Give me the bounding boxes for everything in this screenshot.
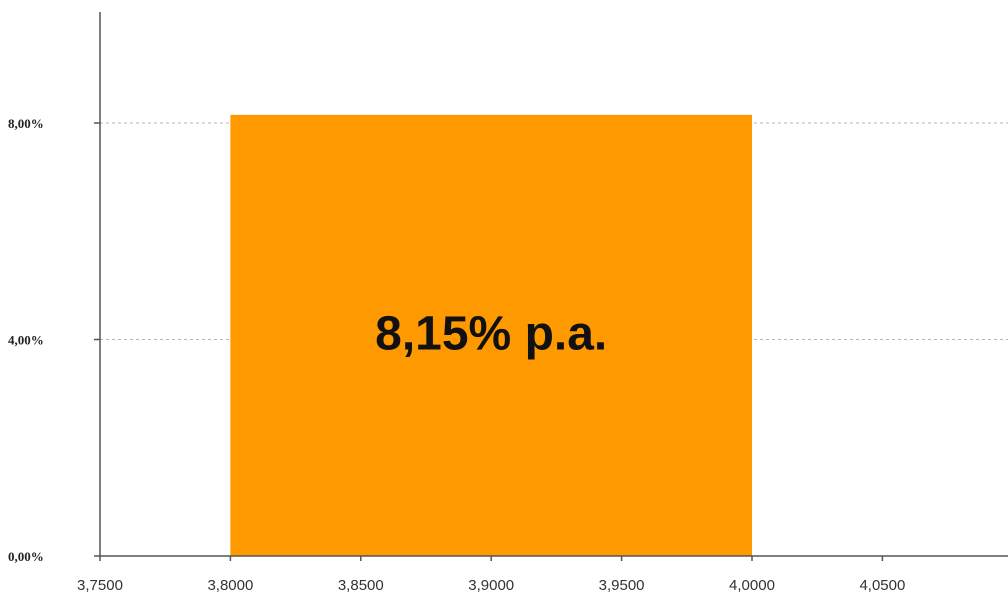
data-labels: 8,15% p.a. [375, 308, 607, 361]
axes [94, 12, 1008, 561]
bars [230, 114, 752, 556]
y-tick-label: 0,00% [8, 549, 44, 564]
x-tick-label: 3,8000 [207, 577, 253, 594]
x-tick-labels: 3,7500 3,8000 3,8500 3,9000 3,9500 4,0000 4,05… [77, 577, 905, 594]
x-tick-label: 3,7500 [77, 577, 123, 594]
bar-data-label: 8,15% p.a. [375, 308, 607, 361]
x-tick-label: 4,0000 [729, 577, 775, 594]
x-tick-label: 4,0500 [859, 577, 905, 594]
y-tick-labels: 0,00% 4,00% 8,00% [8, 116, 44, 564]
x-tick-label: 3,9500 [599, 577, 645, 594]
x-tick-label: 3,8500 [338, 577, 384, 594]
y-tick-label: 4,00% [8, 333, 44, 348]
y-tick-label: 8,00% [8, 116, 44, 131]
bar [230, 114, 752, 556]
x-tick-label: 3,9000 [468, 577, 514, 594]
